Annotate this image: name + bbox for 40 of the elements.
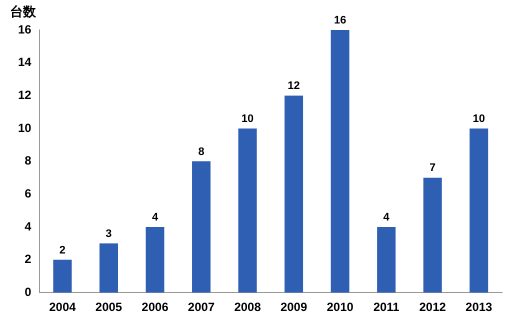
x-tick-label: 2009 [280,300,308,314]
bar [192,161,211,293]
x-tick-label: 2011 [373,300,400,314]
y-tick-label: 12 [18,88,32,102]
y-tick-label: 0 [24,284,32,299]
x-tick-label: 2005 [95,300,122,314]
bar [53,260,72,293]
bar [377,226,396,293]
data-label: 10 [241,113,254,126]
x-tick-label: 2006 [142,300,169,314]
bar [238,128,257,293]
y-tick-label: 14 [18,55,32,70]
y-axis-title: 台数 [10,4,37,20]
data-label: 2 [59,244,66,256]
x-tick-label: 2012 [419,300,446,314]
data-label: 10 [472,113,485,126]
bar [470,128,488,293]
bar [423,178,442,293]
data-label: 4 [383,211,390,224]
data-label: 12 [288,80,300,92]
data-label: 3 [106,228,112,240]
y-tick-label: 10 [18,120,32,135]
x-tick-label: 2013 [466,300,493,314]
y-tick-label: 8 [24,154,32,168]
y-tick-label: 16 [18,22,32,36]
x-tick-label: 2007 [188,300,215,314]
bar [99,243,118,293]
data-label: 8 [198,146,204,158]
bar [146,226,164,293]
y-tick-label: 6 [24,186,32,200]
data-label: 4 [152,211,159,224]
data-label: 7 [430,162,436,174]
data-label: 16 [334,14,346,27]
bar [284,96,304,293]
x-tick-label: 2004 [49,300,76,314]
y-tick-label: 4 [24,219,32,234]
y-tick-label: 2 [24,252,32,266]
x-tick-label: 2010 [326,300,354,314]
bar [330,30,350,293]
x-tick-label: 2008 [234,300,262,314]
